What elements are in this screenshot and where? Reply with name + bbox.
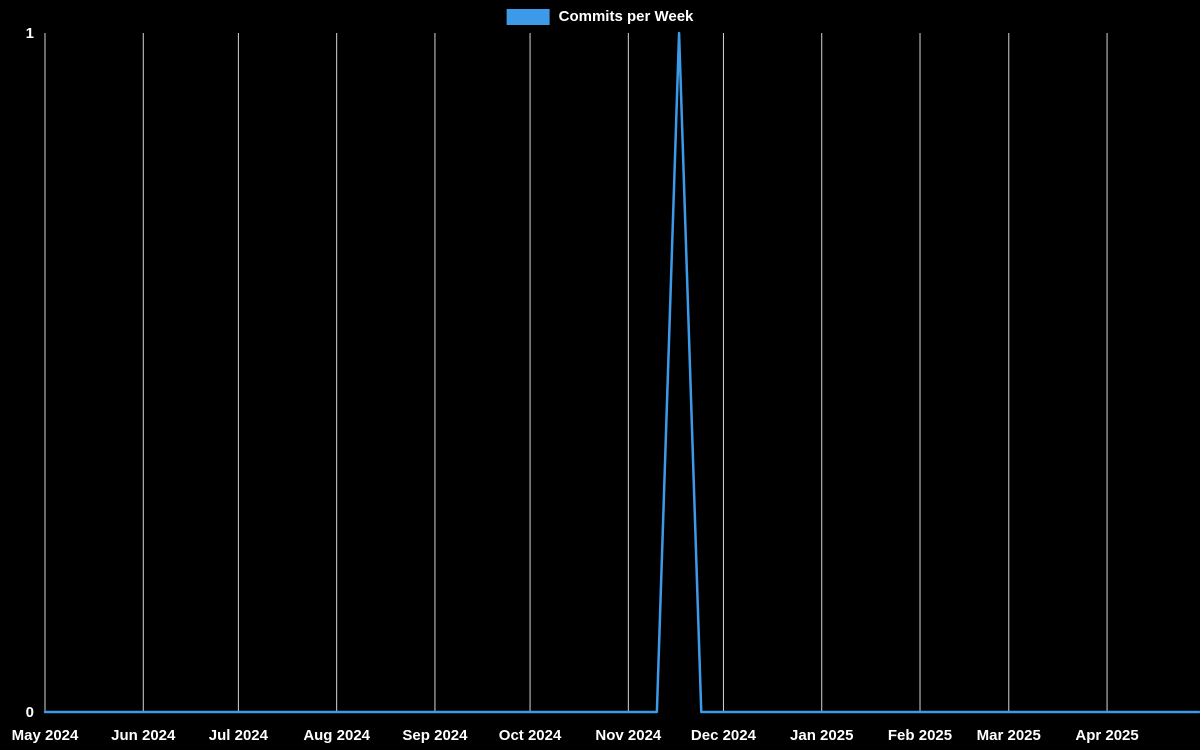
y-tick-label: 0: [26, 704, 34, 721]
x-tick-label: Jan 2025: [790, 727, 853, 744]
legend-swatch-icon: [506, 8, 550, 25]
x-tick-label: Aug 2024: [303, 727, 370, 744]
x-tick-label: Nov 2024: [595, 727, 662, 744]
series-commits-line: [43, 31, 1200, 714]
x-tick-label: Feb 2025: [888, 727, 952, 744]
y-tick-label: 1: [26, 25, 34, 42]
x-tick-label: May 2024: [12, 727, 79, 744]
x-tick-label: Jun 2024: [111, 727, 176, 744]
x-tick-label: Mar 2025: [977, 727, 1041, 744]
chart-legend[interactable]: Commits per Week: [506, 8, 694, 25]
x-tick-label: Apr 2025: [1075, 727, 1138, 744]
legend-label: Commits per Week: [558, 8, 694, 25]
x-tick-label: Jul 2024: [209, 727, 269, 744]
x-tick-label: Oct 2024: [499, 727, 562, 744]
x-tick-label: Dec 2024: [691, 727, 757, 744]
x-tick-label: Sep 2024: [402, 727, 468, 744]
